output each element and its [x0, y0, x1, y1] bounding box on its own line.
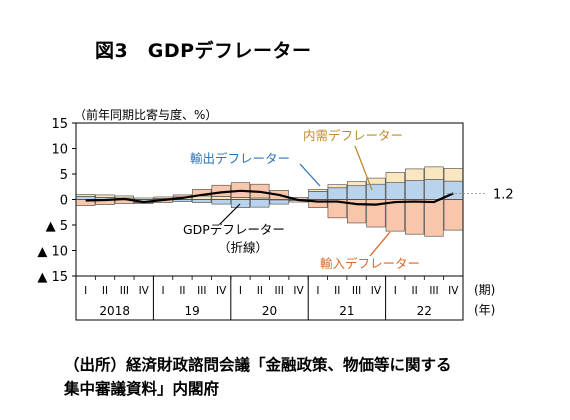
- quarter-label: IV: [371, 285, 382, 297]
- label-layer: (期) (年) （前年同期比寄与度、%） 1.2 輸出デフレーター内需デフレーター輸入デ…: [74, 107, 514, 317]
- bar-export-19: [424, 179, 444, 200]
- bar-export-15: [346, 185, 367, 200]
- year-label: 22: [417, 304, 432, 318]
- line-layer: [85, 189, 454, 206]
- bar-domestic-5: [153, 196, 173, 199]
- annotation-export-leader: [299, 163, 321, 187]
- quarter-label: III: [275, 285, 284, 297]
- quarter-label: II: [102, 285, 108, 297]
- year-axis-label: (年): [474, 303, 495, 317]
- bar-domestic-16: [366, 177, 386, 185]
- quarter-label: III: [352, 285, 361, 297]
- y-tick-label: 0: [60, 194, 68, 209]
- bar-domestic-15: [346, 181, 367, 187]
- annotation-import-deflator: 輸入デフレーター: [320, 256, 420, 271]
- quarter-label: IV: [216, 285, 227, 297]
- quarter-label: IV: [448, 285, 459, 297]
- bar-domestic-18: [405, 168, 425, 181]
- quarter-label: II: [179, 285, 185, 297]
- unit-label: （前年同期比寄与度、%）: [74, 107, 217, 122]
- quarter-label: II: [412, 285, 418, 297]
- gdp-deflator-line: [85, 189, 454, 206]
- quarter-label: I: [239, 285, 242, 297]
- year-label: 20: [262, 304, 277, 318]
- bar-domestic-13: [308, 189, 328, 192]
- y-tick-label: ▲ 15: [37, 270, 68, 285]
- bar-domestic-3: [114, 195, 134, 199]
- quarter-label: II: [334, 285, 340, 297]
- year-label: 21: [339, 304, 354, 318]
- year-label: 19: [184, 304, 199, 318]
- bar-domestic-2: [95, 194, 115, 198]
- period-axis-label: (期): [474, 283, 495, 297]
- quarter-label: III: [120, 285, 129, 297]
- source-note-line2: 集中審議資料」内閣府: [64, 380, 220, 398]
- quarter-label: IV: [139, 285, 150, 297]
- bar-domestic-20: [443, 168, 463, 182]
- y-tick-label: 10: [51, 143, 68, 158]
- bar-export-10: [250, 199, 270, 208]
- bar-domestic-17: [385, 172, 405, 183]
- annotation-export-deflator: 輸出デフレーター: [190, 151, 290, 166]
- quarter-label: I: [162, 285, 165, 297]
- bar-import-17: [385, 199, 405, 232]
- y-tick-label: ▲ 10: [37, 245, 68, 260]
- year-label: 2018: [99, 304, 130, 318]
- bar-import-18: [405, 199, 425, 235]
- y-tick-label: 15: [51, 117, 68, 132]
- bar-export-8: [211, 199, 231, 205]
- bar-domestic-1: [76, 194, 96, 197]
- source-note-line1: （出所）経済財政諮問会議「金融政策、物価等に関する: [64, 356, 452, 374]
- figure-title: 図3 GDPデフレーター: [95, 40, 312, 62]
- last-value-label: 1.2: [493, 187, 514, 202]
- bar-export-14: [327, 187, 347, 200]
- quarter-label: II: [257, 285, 263, 297]
- annotation-gdp-deflator: GDPデフレーター: [183, 222, 285, 237]
- bar-export-17: [385, 182, 405, 200]
- bar-export-9: [230, 199, 251, 208]
- bar-domestic-14: [327, 184, 347, 189]
- bar-export-18: [405, 180, 425, 200]
- bar-import-19: [424, 199, 444, 237]
- bar-import-20: [443, 199, 463, 231]
- y-tick-label: ▲ 5: [46, 219, 68, 234]
- annotation-domestic-deflator: 内需デフレーター: [303, 128, 403, 143]
- quarter-label: III: [429, 285, 438, 297]
- annotation-import-leader: [369, 231, 391, 257]
- annotation-gdp-deflator-note: （折線）: [218, 240, 268, 255]
- quarter-label: III: [197, 285, 206, 297]
- quarter-label: I: [84, 285, 87, 297]
- annotation-domestic-leader: [354, 145, 373, 191]
- bar-domestic-19: [424, 166, 444, 180]
- quarter-label: IV: [293, 285, 304, 297]
- annotation-gdp-leader: [219, 203, 241, 225]
- bar-export-16: [366, 183, 386, 200]
- quarter-label: I: [316, 285, 319, 297]
- quarter-label: I: [394, 285, 397, 297]
- y-tick-label: 5: [60, 168, 68, 183]
- bar-export-13: [308, 191, 328, 200]
